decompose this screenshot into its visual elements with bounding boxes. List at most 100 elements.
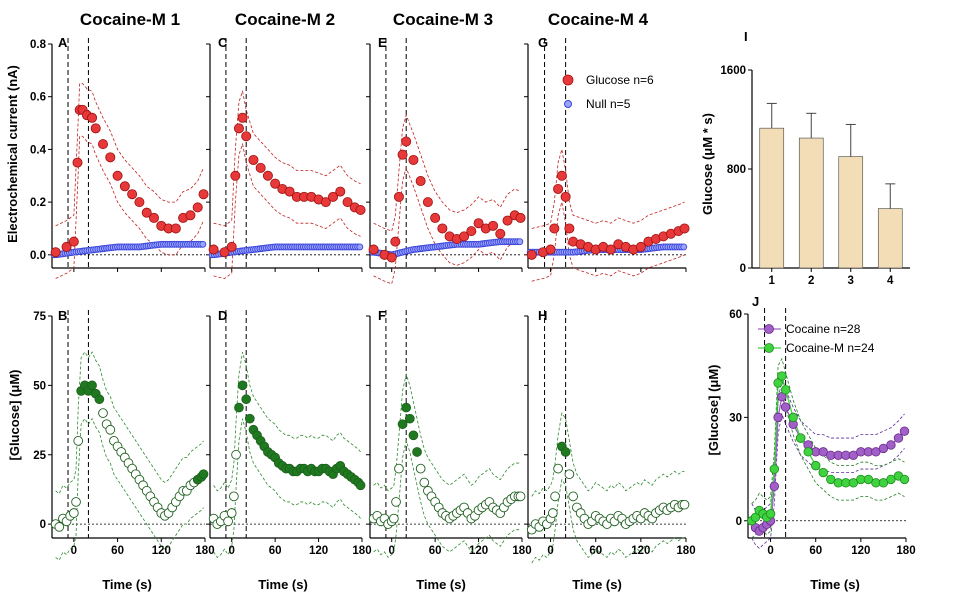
glucose-point xyxy=(335,186,346,197)
null-point xyxy=(680,243,688,251)
glucose-point xyxy=(127,189,138,200)
glucose-point xyxy=(526,249,537,260)
glucose-point xyxy=(255,162,266,173)
x-tick-label-b-2: 120 xyxy=(152,545,171,557)
glucose-point xyxy=(412,447,422,457)
glucose-point xyxy=(262,170,273,181)
glucose-point xyxy=(568,491,578,502)
y-tick-label-a-4: 0.8 xyxy=(30,39,47,51)
glucose-point xyxy=(679,499,690,510)
glucose-point xyxy=(430,212,441,223)
cocaine-point xyxy=(878,443,889,454)
y-tick-label-i-1: 800 xyxy=(727,164,746,176)
y-tick-label-j-0: 0 xyxy=(736,516,742,528)
glucose-point xyxy=(54,522,65,532)
glucose-point xyxy=(466,226,477,237)
cocaine-point xyxy=(818,447,828,457)
null-point xyxy=(516,238,524,246)
sem-band-c-lower xyxy=(213,142,361,279)
glucose-point xyxy=(219,247,230,258)
sem-band-g-lower xyxy=(531,202,685,282)
cocainem-point xyxy=(795,433,806,443)
glucose-point xyxy=(397,419,408,430)
glucose-point xyxy=(488,220,499,231)
panel-label-f: F xyxy=(378,308,386,323)
glucose-point xyxy=(549,223,560,234)
glucose-point xyxy=(134,197,145,208)
xlabel-b: Time (s) xyxy=(102,577,152,592)
glucose-point xyxy=(148,212,159,223)
glucose-point xyxy=(408,154,419,165)
bar-1 xyxy=(759,127,785,269)
panel-label-c: C xyxy=(218,35,228,50)
y-tick-label-a-3: 0.6 xyxy=(30,92,46,104)
ylabel-current: Electrochemical current (nA) xyxy=(5,65,20,243)
sem-band-g-upper xyxy=(531,149,685,229)
cocainem-point xyxy=(878,478,889,488)
cocaine-point xyxy=(899,426,910,436)
x-tick-label-f-3: 180 xyxy=(512,545,531,557)
glucose-point xyxy=(73,436,84,446)
glucose-point xyxy=(415,463,426,474)
panel-label-e: E xyxy=(378,35,387,50)
ylabel-glucose-right: [Glucose] (μM) xyxy=(706,364,721,455)
glucose-point xyxy=(419,477,430,488)
glucose-point xyxy=(230,170,241,181)
glucose-point xyxy=(553,463,563,474)
cocaine-point xyxy=(769,481,780,492)
glucose-point xyxy=(72,157,83,168)
glucose-point xyxy=(198,189,209,200)
glucose-point xyxy=(635,241,646,252)
cocainem-point xyxy=(769,464,780,474)
glucose-point xyxy=(545,244,556,255)
panel-label-b: B xyxy=(58,308,67,323)
legend-glucose-label: Glucose n=6 xyxy=(586,73,654,87)
bar-3 xyxy=(838,156,864,269)
x-tick-label-i-3: 3 xyxy=(848,275,854,287)
glucose-point xyxy=(185,210,196,221)
legend-null-label: Null n=5 xyxy=(586,97,631,111)
sem-band-d-upper xyxy=(213,351,361,492)
glucose-point xyxy=(560,447,571,457)
glucose-point xyxy=(547,508,558,518)
glucose-point xyxy=(90,123,101,134)
legend-cocainem-label: Cocaine-M n=24 xyxy=(786,341,875,355)
xlabel-f: Time (s) xyxy=(416,577,466,592)
glucose-point xyxy=(226,241,237,252)
glucose-point xyxy=(556,170,567,181)
y-tick-label-i-2: 1600 xyxy=(720,65,746,77)
sem-band-cocainem-lower xyxy=(751,392,905,539)
glucose-point xyxy=(679,223,690,234)
x-tick-label-h-3: 180 xyxy=(676,545,695,557)
cocainem-point xyxy=(886,474,896,485)
glucose-point xyxy=(502,215,513,226)
glucose-point xyxy=(355,205,366,216)
glucose-point xyxy=(241,131,252,142)
glucose-point xyxy=(244,413,255,424)
sem-band-a-upper xyxy=(55,83,204,227)
glucose-point xyxy=(223,516,233,527)
glucose-point xyxy=(98,139,109,150)
x-tick-label-j-2: 120 xyxy=(851,545,870,557)
glucose-point xyxy=(112,170,123,181)
glucose-point xyxy=(94,394,105,405)
glucose-point xyxy=(397,149,408,160)
bar-2 xyxy=(798,137,824,269)
cocainem-point xyxy=(765,509,776,519)
panel-label-d: D xyxy=(218,308,227,323)
sem-band-e-upper xyxy=(373,113,521,232)
cocainem-point xyxy=(803,447,813,457)
cocaine-point xyxy=(893,433,904,443)
legend-cocaine-marker xyxy=(764,324,774,334)
panel-label-i: I xyxy=(744,29,748,44)
glucose-point xyxy=(390,236,401,247)
glucose-point xyxy=(226,508,237,518)
x-tick-label-d-1: 60 xyxy=(269,545,282,557)
column-title-4: Cocaine-M 4 xyxy=(548,10,649,29)
y-tick-label-b-2: 50 xyxy=(33,380,46,392)
x-tick-label-i-1: 1 xyxy=(769,275,776,287)
glucose-point xyxy=(393,191,404,202)
cocaine-point xyxy=(871,447,881,457)
panel-label-h: H xyxy=(538,308,547,323)
